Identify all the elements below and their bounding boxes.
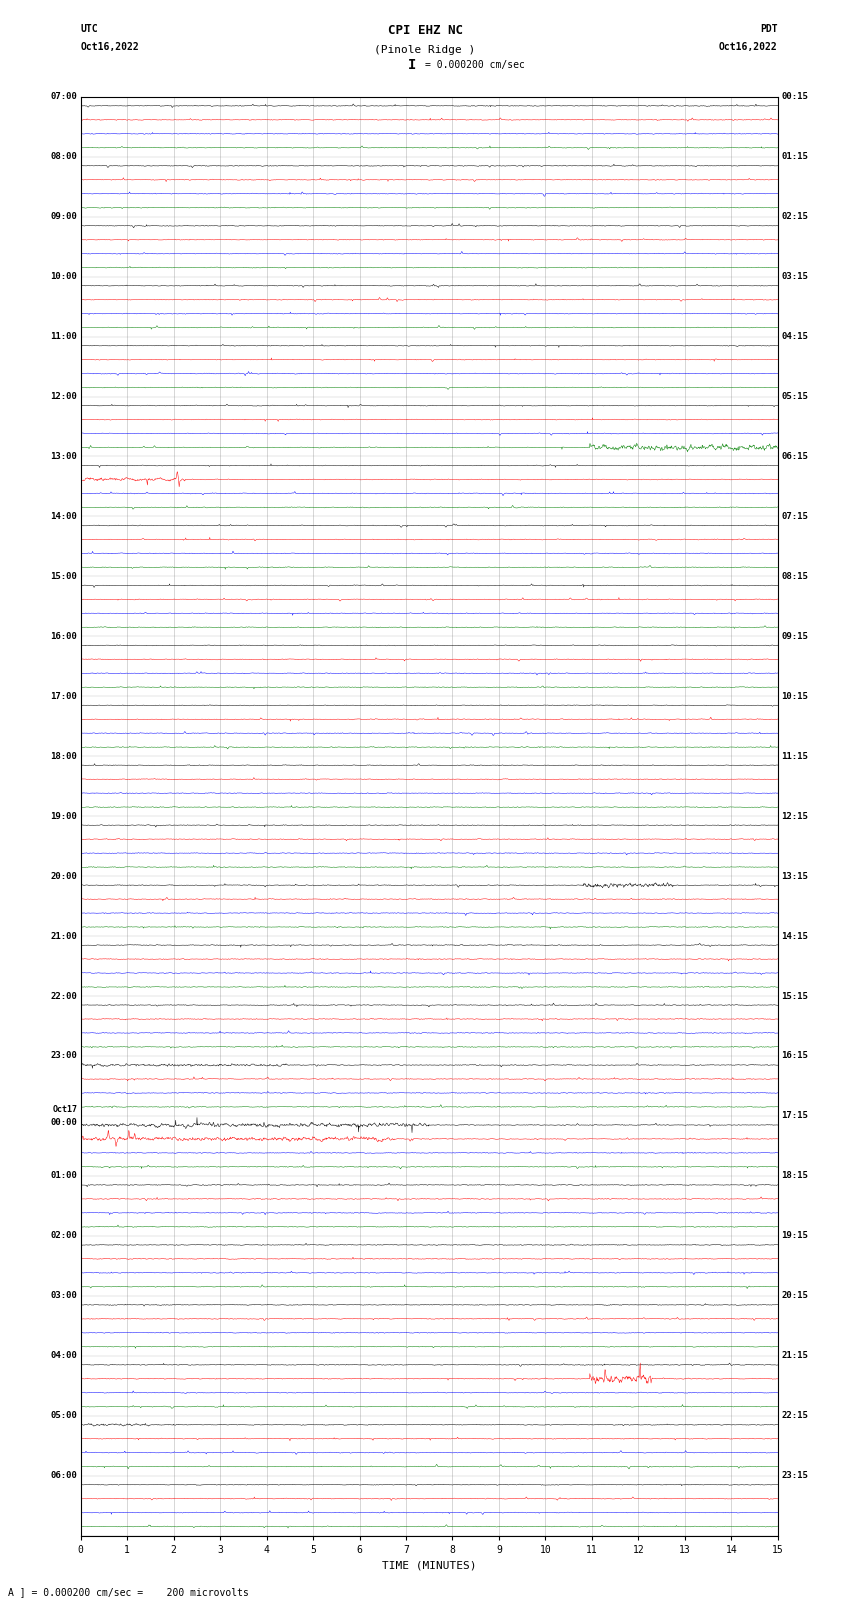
Text: 10:00: 10:00 <box>50 273 77 281</box>
Text: 08:15: 08:15 <box>781 573 808 581</box>
Text: 18:00: 18:00 <box>50 752 77 761</box>
Text: 03:15: 03:15 <box>781 273 808 281</box>
Text: 00:00: 00:00 <box>50 1118 77 1126</box>
X-axis label: TIME (MINUTES): TIME (MINUTES) <box>382 1560 477 1569</box>
Text: 05:15: 05:15 <box>781 392 808 402</box>
Text: 11:15: 11:15 <box>781 752 808 761</box>
Text: = 0.000200 cm/sec: = 0.000200 cm/sec <box>425 60 524 69</box>
Text: 07:00: 07:00 <box>50 92 77 102</box>
Text: 01:00: 01:00 <box>50 1171 77 1181</box>
Text: Oct17: Oct17 <box>53 1105 77 1115</box>
Text: A ] = 0.000200 cm/sec =    200 microvolts: A ] = 0.000200 cm/sec = 200 microvolts <box>8 1587 249 1597</box>
Text: 06:15: 06:15 <box>781 452 808 461</box>
Text: 19:15: 19:15 <box>781 1231 808 1240</box>
Text: 01:15: 01:15 <box>781 152 808 161</box>
Text: 04:00: 04:00 <box>50 1352 77 1360</box>
Text: UTC: UTC <box>81 24 99 34</box>
Text: 16:00: 16:00 <box>50 632 77 640</box>
Text: 23:15: 23:15 <box>781 1471 808 1481</box>
Text: Oct16,2022: Oct16,2022 <box>81 42 139 52</box>
Text: 03:00: 03:00 <box>50 1292 77 1300</box>
Text: (Pinole Ridge ): (Pinole Ridge ) <box>374 45 476 55</box>
Text: 06:00: 06:00 <box>50 1471 77 1481</box>
Text: 11:00: 11:00 <box>50 332 77 340</box>
Text: 15:00: 15:00 <box>50 573 77 581</box>
Text: 14:00: 14:00 <box>50 511 77 521</box>
Text: CPI EHZ NC: CPI EHZ NC <box>388 24 462 37</box>
Text: 04:15: 04:15 <box>781 332 808 340</box>
Text: 23:00: 23:00 <box>50 1052 77 1060</box>
Text: 09:15: 09:15 <box>781 632 808 640</box>
Text: 02:00: 02:00 <box>50 1231 77 1240</box>
Text: PDT: PDT <box>760 24 778 34</box>
Text: Oct16,2022: Oct16,2022 <box>719 42 778 52</box>
Text: 18:15: 18:15 <box>781 1171 808 1181</box>
Text: 16:15: 16:15 <box>781 1052 808 1060</box>
Text: 05:00: 05:00 <box>50 1411 77 1419</box>
Text: 20:00: 20:00 <box>50 871 77 881</box>
Text: 15:15: 15:15 <box>781 992 808 1000</box>
Text: 21:00: 21:00 <box>50 932 77 940</box>
Text: 07:15: 07:15 <box>781 511 808 521</box>
Text: 00:15: 00:15 <box>781 92 808 102</box>
Text: 08:00: 08:00 <box>50 152 77 161</box>
Text: 22:00: 22:00 <box>50 992 77 1000</box>
Text: 21:15: 21:15 <box>781 1352 808 1360</box>
Text: 20:15: 20:15 <box>781 1292 808 1300</box>
Text: 12:00: 12:00 <box>50 392 77 402</box>
Text: 17:15: 17:15 <box>781 1111 808 1121</box>
Text: 13:15: 13:15 <box>781 871 808 881</box>
Text: 19:00: 19:00 <box>50 811 77 821</box>
Text: 10:15: 10:15 <box>781 692 808 700</box>
Text: 12:15: 12:15 <box>781 811 808 821</box>
Text: 17:00: 17:00 <box>50 692 77 700</box>
Text: 02:15: 02:15 <box>781 213 808 221</box>
Text: 14:15: 14:15 <box>781 932 808 940</box>
Text: I: I <box>408 58 416 71</box>
Text: 13:00: 13:00 <box>50 452 77 461</box>
Text: 22:15: 22:15 <box>781 1411 808 1419</box>
Text: 09:00: 09:00 <box>50 213 77 221</box>
